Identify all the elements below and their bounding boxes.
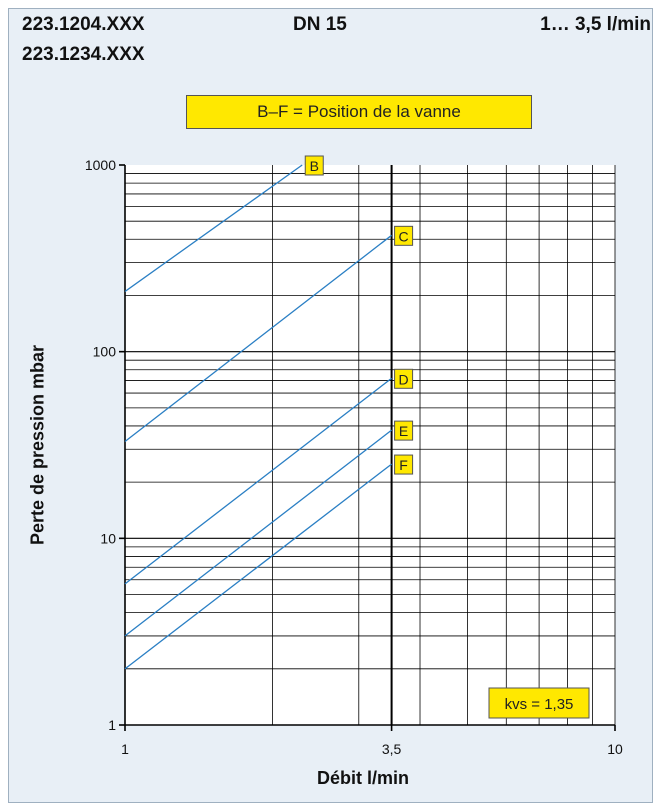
series-line-f	[124, 463, 392, 670]
y-tick-label: 1	[108, 717, 116, 733]
series-label-f: F	[399, 457, 408, 473]
series-label-b: B	[310, 158, 319, 174]
valve-position-legend: B–F = Position de la vanne	[186, 95, 532, 129]
series-line-e	[124, 429, 392, 637]
series-label-e: E	[399, 423, 408, 439]
x-axis-label: Débit l/min	[316, 768, 410, 788]
flow-range: 1… 3,5 l/min	[540, 14, 651, 35]
y-tick-label: 100	[93, 344, 117, 360]
product-code-1: 223.1204.XXX	[22, 14, 145, 35]
x-tick-label: 10	[607, 741, 623, 757]
series-label-box-f	[394, 454, 414, 475]
nominal-diameter: DN 15	[293, 14, 347, 35]
series-label-d: D	[399, 371, 409, 387]
y-axis-label: Perte de pression mbar	[27, 344, 48, 546]
product-code-2: 223.1234.XXX	[22, 44, 145, 65]
kvs-box	[488, 687, 590, 719]
series-label-box-e	[394, 420, 414, 441]
series-label-c: C	[399, 228, 409, 244]
series-line-d	[124, 377, 392, 585]
y-tick-label: 1000	[85, 157, 116, 173]
x-tick-label: 3,5	[382, 741, 402, 757]
y-tick-label: 10	[100, 530, 116, 546]
series-line-b	[124, 164, 303, 293]
series-label-box-d	[394, 368, 414, 389]
series-label-box-b	[304, 155, 324, 176]
series-line-c	[124, 234, 392, 443]
series-label-box-c	[394, 225, 414, 246]
kvs-label: kvs = 1,35	[505, 696, 574, 713]
x-tick-label: 1	[121, 741, 129, 757]
plot-area	[125, 165, 615, 725]
